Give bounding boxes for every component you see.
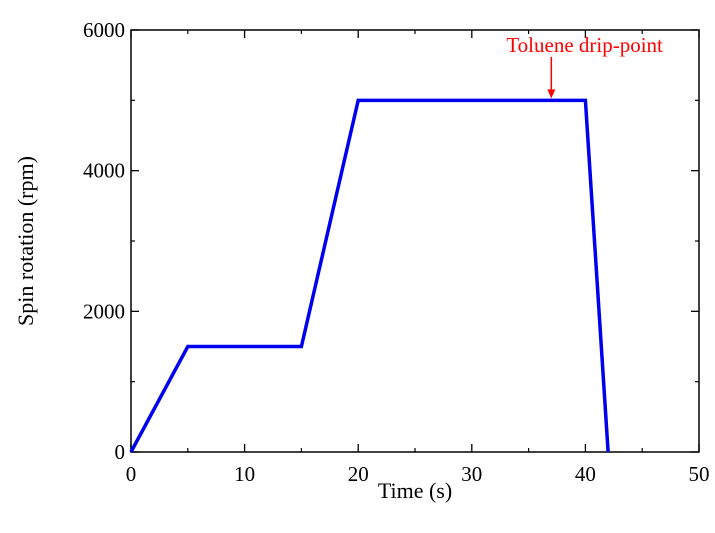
y-tick-label: 2000 — [83, 299, 125, 323]
annotation-arrow-head — [547, 89, 556, 99]
y-tick-label: 4000 — [83, 159, 125, 183]
x-tick-label: 0 — [126, 462, 137, 486]
y-axis-title: Spin rotation (rpm) — [13, 156, 38, 326]
x-tick-label: 30 — [461, 462, 482, 486]
y-tick-label: 6000 — [83, 18, 125, 42]
series-layer — [129, 98, 610, 453]
annotation-layer: Toluene drip-point — [506, 33, 663, 99]
x-tick-label: 20 — [348, 462, 369, 486]
x-tick-label: 40 — [575, 462, 596, 486]
annotation-label: Toluene drip-point — [506, 33, 663, 57]
plot-frame — [130, 29, 700, 453]
x-tick-label: 10 — [234, 462, 255, 486]
series-line — [129, 98, 610, 453]
axis-ticks: 0 10 20 30 40 50 0 2000 4000 6000 — [83, 18, 710, 486]
y-tick-label: 0 — [115, 440, 126, 464]
x-axis-title: Time (s) — [378, 478, 452, 503]
x-tick-label: 50 — [689, 462, 710, 486]
